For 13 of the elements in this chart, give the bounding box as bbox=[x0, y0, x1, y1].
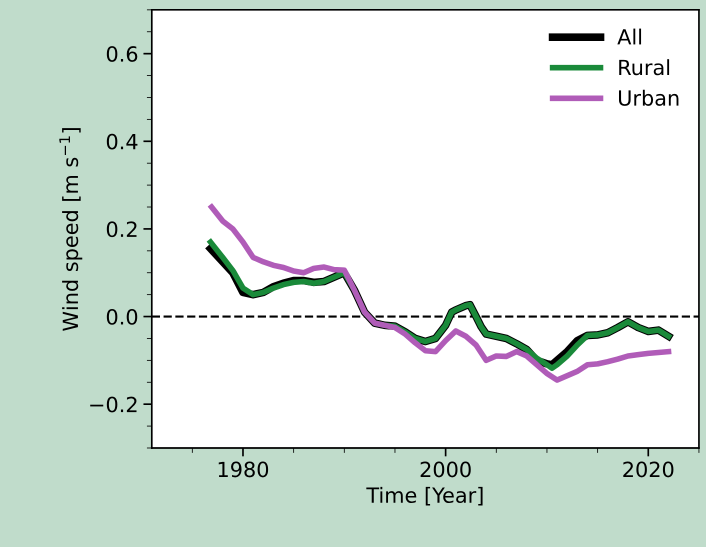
x-tick-label: 2000 bbox=[420, 462, 471, 478]
y-tick-label: 0.4 bbox=[106, 134, 138, 150]
y-tick-label: −0.2 bbox=[90, 396, 137, 412]
y-tick-label: 0.0 bbox=[106, 309, 138, 325]
legend-label: All bbox=[617, 28, 642, 44]
x-tick-label: 2020 bbox=[623, 462, 674, 478]
legend-label: Rural bbox=[619, 59, 670, 76]
y-tick-label: 0.2 bbox=[106, 221, 137, 238]
y-axis-title: Wind speed [m s$^{−1}$] bbox=[59, 128, 82, 331]
legend-label: Urban bbox=[618, 90, 678, 106]
x-axis-title: Time [Year] bbox=[366, 486, 483, 506]
x-tick-label: 1980 bbox=[218, 462, 268, 478]
y-tick-label: 0.6 bbox=[106, 46, 138, 62]
